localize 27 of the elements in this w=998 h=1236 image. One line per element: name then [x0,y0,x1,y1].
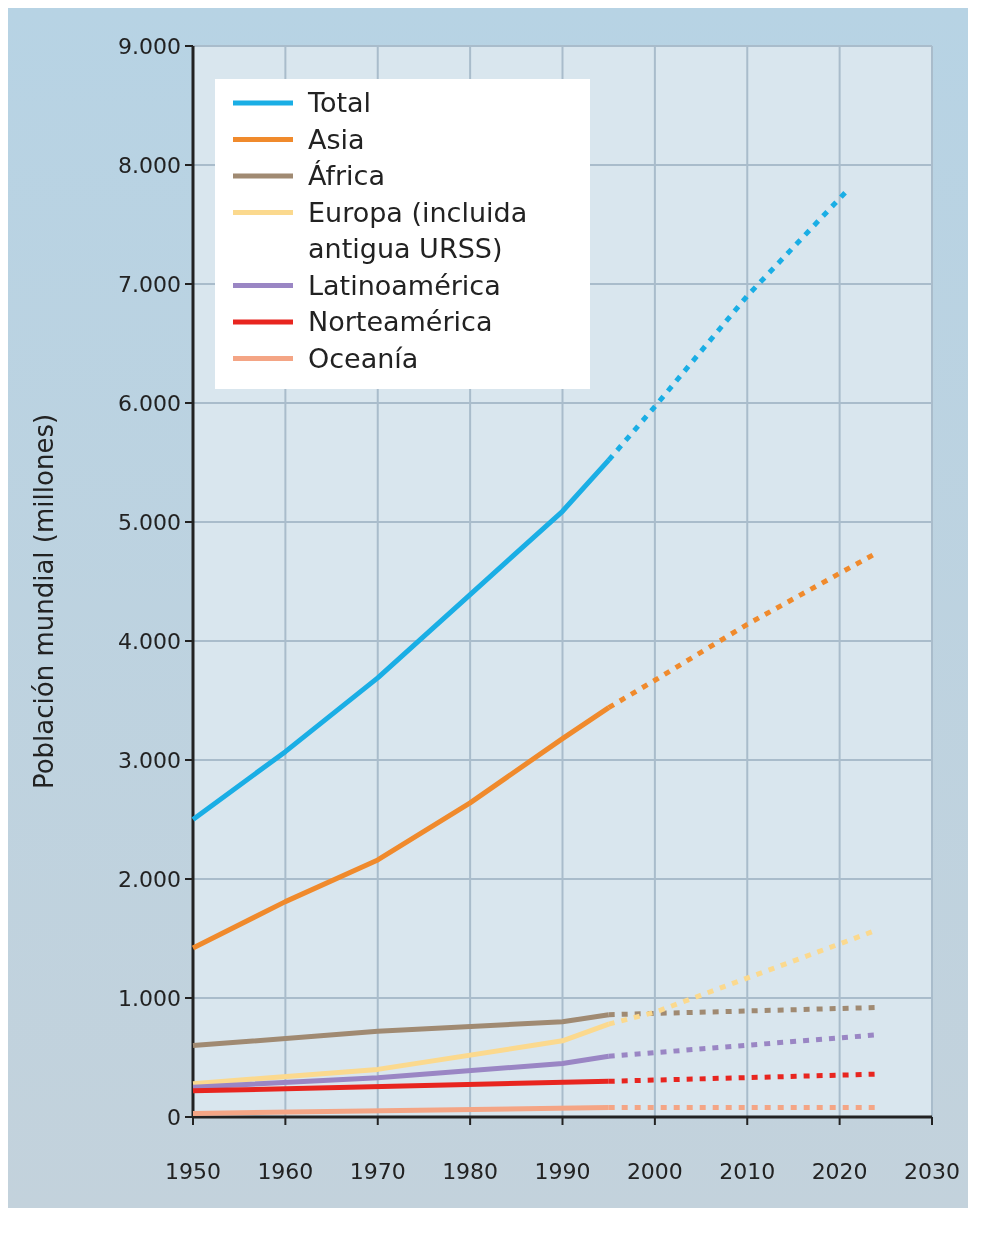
y-tick-label: 9.000 [118,33,181,59]
legend-label: Norteamérica [308,306,493,338]
legend-label: Oceanía [308,342,419,374]
y-tick-label: 1.000 [118,985,181,1011]
legend-label: Total [307,87,372,119]
x-tick-label: 1970 [349,1159,406,1184]
x-tick-label: 2000 [626,1159,683,1184]
y-tick-label: 3.000 [118,747,181,773]
x-tick-label: 2030 [904,1159,960,1184]
y-tick-label: 6.000 [118,390,181,416]
x-tick-label: 1950 [165,1159,221,1184]
legend-label: Latinoamérica [308,269,501,301]
y-tick-label: 0 [167,1104,181,1130]
legend-label: Asia [308,123,365,155]
x-tick-label: 2020 [811,1159,868,1184]
y-tick-label: 4.000 [118,628,181,654]
y-tick-label: 2.000 [118,866,181,892]
x-tick-label: 1980 [442,1159,499,1184]
x-tick-label: 2010 [719,1159,776,1184]
y-tick-label: 7.000 [118,271,181,297]
y-tick-label: 5.000 [118,509,181,535]
legend-label: Europa (incluida antigua URSS) [308,196,528,265]
x-tick-label: 1960 [257,1159,314,1184]
x-tick-label: 1990 [534,1159,591,1184]
y-tick-label: 8.000 [118,152,181,178]
legend-label: África [308,160,386,192]
y-axis-title: Población mundial (millones) [29,413,59,790]
